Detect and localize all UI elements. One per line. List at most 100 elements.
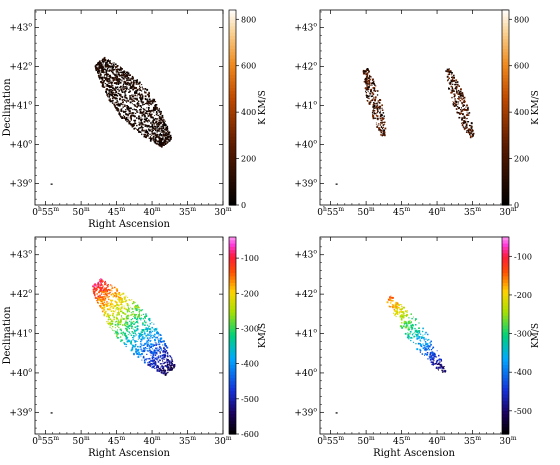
data-pixel — [152, 135, 155, 138]
data-pixel — [130, 79, 132, 81]
data-pixel — [102, 70, 105, 72]
data-pixel — [125, 300, 127, 302]
data-pixel — [149, 102, 151, 105]
data-pixel — [103, 290, 106, 293]
data-pixel — [105, 90, 107, 93]
data-pixel — [464, 109, 467, 111]
data-pixel — [121, 71, 123, 74]
data-pixel — [106, 94, 109, 96]
data-pixel — [464, 101, 466, 103]
data-pixel — [155, 347, 157, 350]
data-pixel — [149, 331, 151, 333]
data-pixel — [156, 124, 158, 126]
data-pixel — [104, 59, 107, 61]
data-pixel — [132, 113, 134, 115]
data-pixel — [134, 333, 137, 335]
data-pixel — [372, 108, 374, 110]
data-pixel — [154, 138, 157, 140]
data-pixel — [459, 99, 462, 102]
data-pixel — [113, 93, 116, 96]
colorbar-segment — [229, 404, 236, 409]
data-pixel — [424, 344, 426, 346]
colorbar-segment — [502, 424, 509, 429]
data-pixel — [142, 313, 145, 315]
data-pixel — [156, 106, 158, 109]
data-pixel — [121, 108, 123, 110]
data-pixel — [471, 133, 473, 135]
data-pixel — [458, 107, 460, 108]
data-pixel — [136, 128, 137, 130]
colorbar-segment — [229, 130, 236, 135]
data-pixel — [139, 96, 142, 98]
data-pixel — [115, 69, 118, 71]
data-pixel — [125, 295, 127, 297]
data-pixel — [149, 110, 151, 112]
data-pixel — [157, 125, 159, 127]
data-pixel — [135, 90, 137, 92]
data-pixel — [391, 306, 393, 308]
data-pixel — [112, 91, 114, 94]
data-pixel — [113, 62, 115, 64]
data-pixel — [114, 74, 116, 75]
data-pixel — [389, 306, 391, 308]
data-pixel — [450, 71, 452, 74]
data-pixel — [144, 112, 147, 115]
data-pixel — [133, 352, 135, 355]
data-pixel — [137, 102, 139, 104]
data-pixel — [129, 333, 131, 335]
data-pixel — [106, 75, 108, 76]
data-pixel — [409, 329, 410, 330]
data-pixel — [154, 106, 157, 109]
x-tick-label: 0h55m — [317, 435, 344, 447]
x-tick-label: 40m — [428, 435, 445, 447]
data-pixel — [140, 98, 142, 101]
data-pixel — [140, 335, 142, 337]
data-pixel — [121, 68, 123, 70]
data-pixel — [160, 143, 162, 146]
data-pixel — [157, 332, 160, 335]
data-pixel — [117, 324, 119, 326]
data-pixel — [120, 307, 122, 309]
data-pixel — [124, 82, 127, 85]
data-pixel — [463, 101, 465, 104]
data-pixel — [380, 131, 382, 133]
data-pixel — [110, 90, 113, 93]
data-pixel — [103, 294, 105, 295]
data-pixel — [127, 109, 130, 111]
data-pixel — [148, 137, 150, 139]
data-pixel — [134, 302, 136, 303]
data-pixel — [420, 333, 422, 335]
data-pixel — [390, 296, 393, 299]
data-pixel — [467, 109, 469, 111]
colorbar-segment — [229, 114, 236, 118]
data-pixel — [375, 106, 378, 109]
data-pixel — [109, 82, 111, 84]
data-pixel — [95, 287, 97, 290]
data-pixel — [119, 93, 121, 95]
data-pixel — [396, 302, 399, 304]
colorbar-segment — [229, 411, 236, 415]
colorbar-segment — [502, 71, 509, 76]
data-pixel — [152, 127, 154, 129]
data-pixel — [365, 91, 366, 92]
data-pixel — [168, 370, 170, 372]
data-pixel — [368, 83, 371, 85]
data-pixel — [122, 88, 125, 91]
colorbar-segment — [229, 381, 236, 386]
data-pixel — [134, 326, 136, 328]
data-pixel — [120, 109, 123, 112]
data-pixel — [151, 99, 154, 102]
data-pixel — [125, 335, 128, 338]
y-tick-label: +43o — [9, 22, 32, 34]
data-pixel — [100, 67, 102, 69]
data-pixel — [160, 110, 162, 112]
data-pixel — [366, 83, 369, 85]
data-pixel — [433, 355, 436, 358]
data-pixel — [142, 329, 145, 332]
data-pixel — [466, 130, 468, 132]
data-pixel — [125, 109, 127, 111]
data-pixel — [119, 75, 121, 77]
data-pixel — [409, 331, 412, 333]
data-pixel — [400, 325, 403, 328]
data-pixel — [112, 326, 114, 328]
